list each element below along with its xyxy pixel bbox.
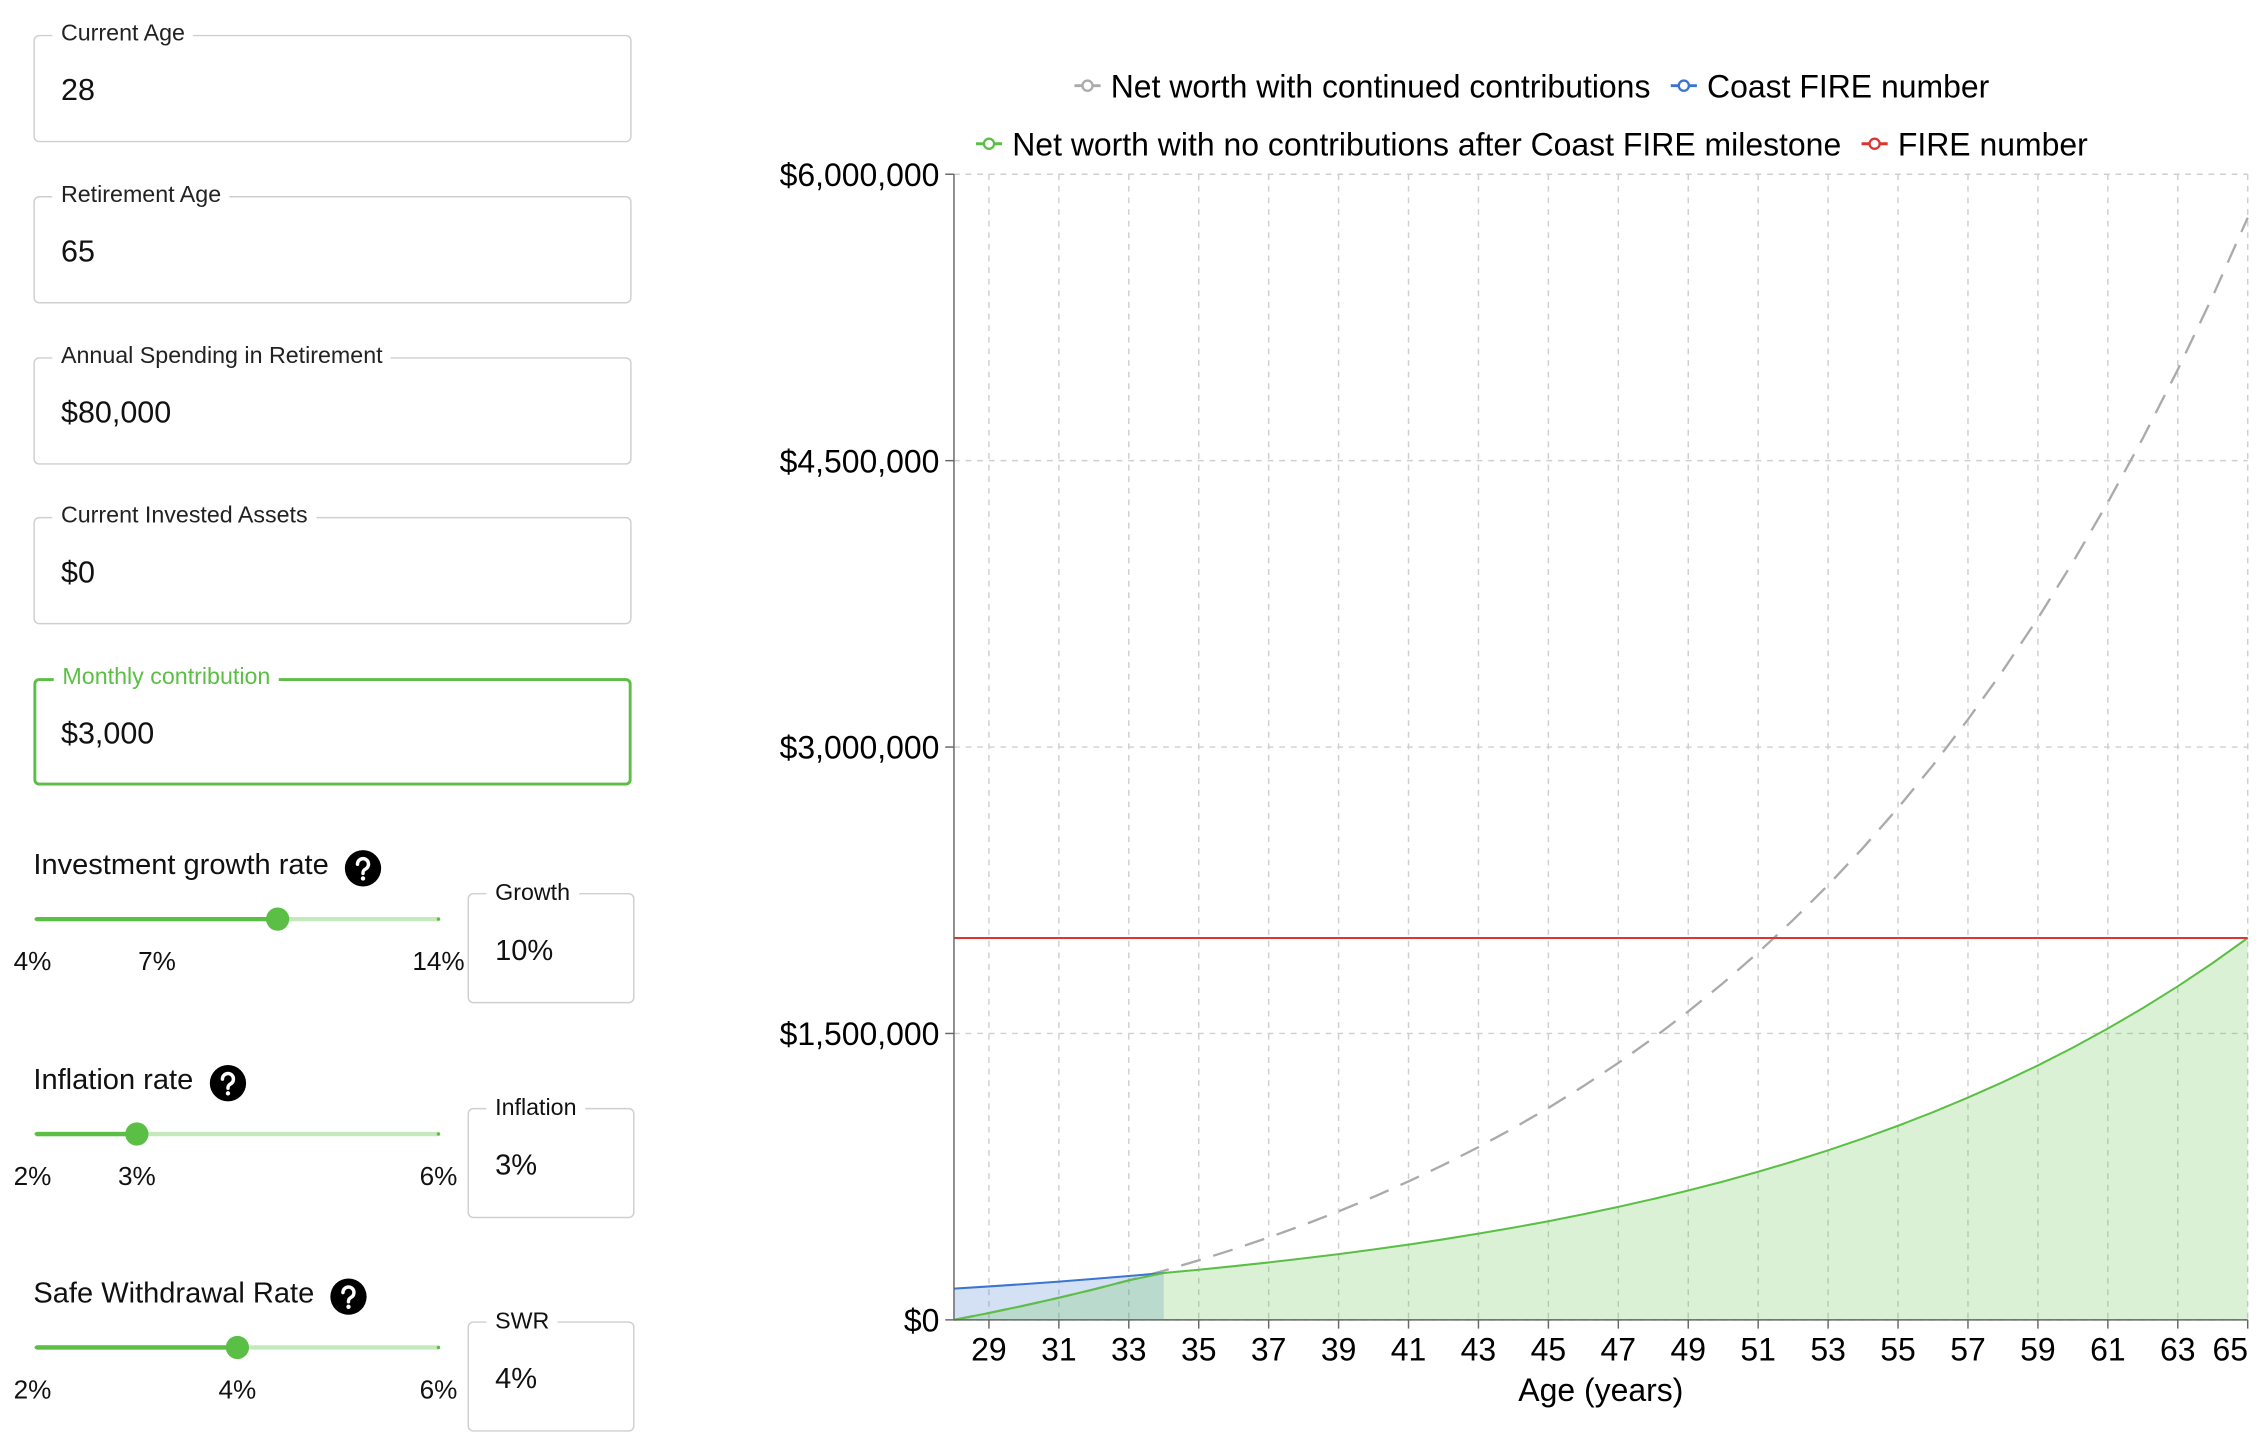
field-label: Monthly contribution (53, 665, 280, 692)
value-box[interactable]: SWR 4% (467, 1309, 635, 1432)
slider-label: Inflation rate (33, 1063, 194, 1096)
x-tick-label: 49 (1670, 1332, 1706, 1368)
slider-mark-label: 6% (419, 1375, 458, 1405)
legend-item[interactable]: FIRE number (1861, 126, 2089, 162)
slider-mark (436, 1131, 441, 1136)
box-value: 4% (495, 1363, 538, 1396)
slider-mark-label: 2% (13, 1160, 52, 1190)
slider-mark-label: 3% (117, 1160, 156, 1190)
legend-label: FIRE number (1898, 126, 2088, 162)
x-axis-title: Age (years) (1518, 1372, 1683, 1408)
legend-item[interactable]: Net worth with no contributions after Co… (975, 126, 1841, 162)
slider-mark-label: 14% (412, 946, 465, 976)
legend-item[interactable]: Coast FIRE number (1670, 68, 1990, 104)
area (953, 937, 2248, 1320)
y-tick-label: $6,000,000 (780, 157, 940, 193)
slider-thumb (225, 1335, 250, 1360)
input-field[interactable]: Current Invested Assets $0 (33, 504, 632, 625)
y-tick-label: $3,000,000 (780, 730, 940, 766)
slider[interactable] (0, 1326, 479, 1370)
value-box[interactable]: Inflation 3% (467, 1095, 635, 1218)
input-field[interactable]: Retirement Age 65 (33, 182, 632, 304)
slider-mark-label: 7% (138, 946, 176, 976)
legend-swatch (982, 137, 996, 150)
input-field[interactable]: Annual Spending in Retirement $80,000 (33, 343, 632, 465)
box-label: SWR (486, 1309, 559, 1336)
x-tick-label: 37 (1251, 1332, 1287, 1368)
field-value: 65 (60, 234, 95, 269)
legend-swatch (1677, 79, 1691, 92)
field-label: Annual Spending in Retirement (52, 343, 392, 370)
help-icon[interactable] (209, 1064, 247, 1102)
field-label: Current Invested Assets (52, 504, 317, 531)
x-tick-label: 29 (971, 1332, 1007, 1368)
legend-swatch (1868, 137, 1881, 150)
legend-label: Net worth with continued contributions (1111, 68, 1651, 104)
help-icon[interactable] (330, 1278, 368, 1316)
slider-mark (436, 917, 441, 921)
x-tick-label: 55 (1880, 1332, 1916, 1368)
x-tick-label: 45 (1531, 1332, 1567, 1368)
value-box[interactable]: Growth 10% (467, 881, 635, 1004)
slider-mark (34, 1131, 39, 1136)
line (953, 217, 2249, 1322)
x-tick-label: 33 (1111, 1332, 1147, 1368)
field-label: Current Age (52, 21, 194, 48)
y-tick-label: $4,500,000 (780, 443, 940, 479)
box-value: 3% (495, 1149, 538, 1182)
x-tick-label: 47 (1601, 1332, 1637, 1368)
field-value: $3,000 (60, 717, 155, 751)
slider-mark (436, 1345, 441, 1350)
x-tick-label: 57 (1950, 1332, 1986, 1368)
slider-mark (34, 917, 39, 921)
slider-mark-label: 2% (13, 1375, 52, 1405)
x-tick-label: 51 (1740, 1332, 1776, 1368)
help-icon[interactable] (344, 849, 382, 887)
field-value: $0 (60, 556, 95, 591)
slider[interactable] (0, 1112, 479, 1156)
line (953, 1271, 1164, 1290)
slider-mark-label: 6% (419, 1160, 458, 1190)
slider-label: Safe Withdrawal Rate (33, 1277, 315, 1310)
y-tick-label: $1,500,000 (780, 1016, 940, 1052)
field-value: $80,000 (60, 395, 172, 430)
slider[interactable] (0, 897, 479, 941)
x-tick-label: 63 (2160, 1332, 2196, 1368)
x-tick-label: 59 (2020, 1332, 2056, 1368)
field-label: Retirement Age (52, 182, 230, 209)
slider-mark-label: 4% (218, 1375, 257, 1405)
legend-row: Net worth with no contributions after Co… (975, 126, 2089, 162)
input-field[interactable]: Current Age 28 (33, 21, 632, 143)
x-tick-label: 41 (1391, 1332, 1427, 1368)
box-value: 10% (495, 935, 554, 968)
x-tick-label: 65 (2213, 1332, 2249, 1368)
box-label: Inflation (486, 1095, 586, 1122)
legend-item[interactable]: Net worth with continued contributions (1074, 68, 1650, 104)
legend-label: Coast FIRE number (1707, 68, 1990, 104)
y-tick-label: $0 (904, 1302, 940, 1338)
input-field[interactable]: Monthly contribution $3,000 (33, 665, 632, 786)
x-tick-label: 53 (1810, 1332, 1846, 1368)
field-value: 28 (60, 74, 95, 108)
x-tick-label: 31 (1041, 1332, 1077, 1368)
slider-mark (155, 917, 159, 921)
x-tick-label: 39 (1321, 1332, 1357, 1368)
slider-label: Investment growth rate (33, 849, 329, 882)
legend-swatch (1081, 79, 1094, 92)
x-tick-label: 43 (1461, 1332, 1497, 1368)
slider-mark-label: 4% (13, 946, 52, 976)
x-tick-label: 61 (2090, 1332, 2126, 1368)
legend-label: Net worth with no contributions after Co… (1012, 126, 1841, 162)
box-label: Growth (486, 881, 579, 908)
slider-thumb (266, 907, 290, 931)
legend-row: Net worth with continued contributions Co… (1074, 68, 1990, 104)
slider-thumb (125, 1121, 149, 1145)
line (953, 937, 2249, 1321)
slider-mark (34, 1345, 39, 1350)
x-tick-label: 35 (1181, 1332, 1217, 1368)
